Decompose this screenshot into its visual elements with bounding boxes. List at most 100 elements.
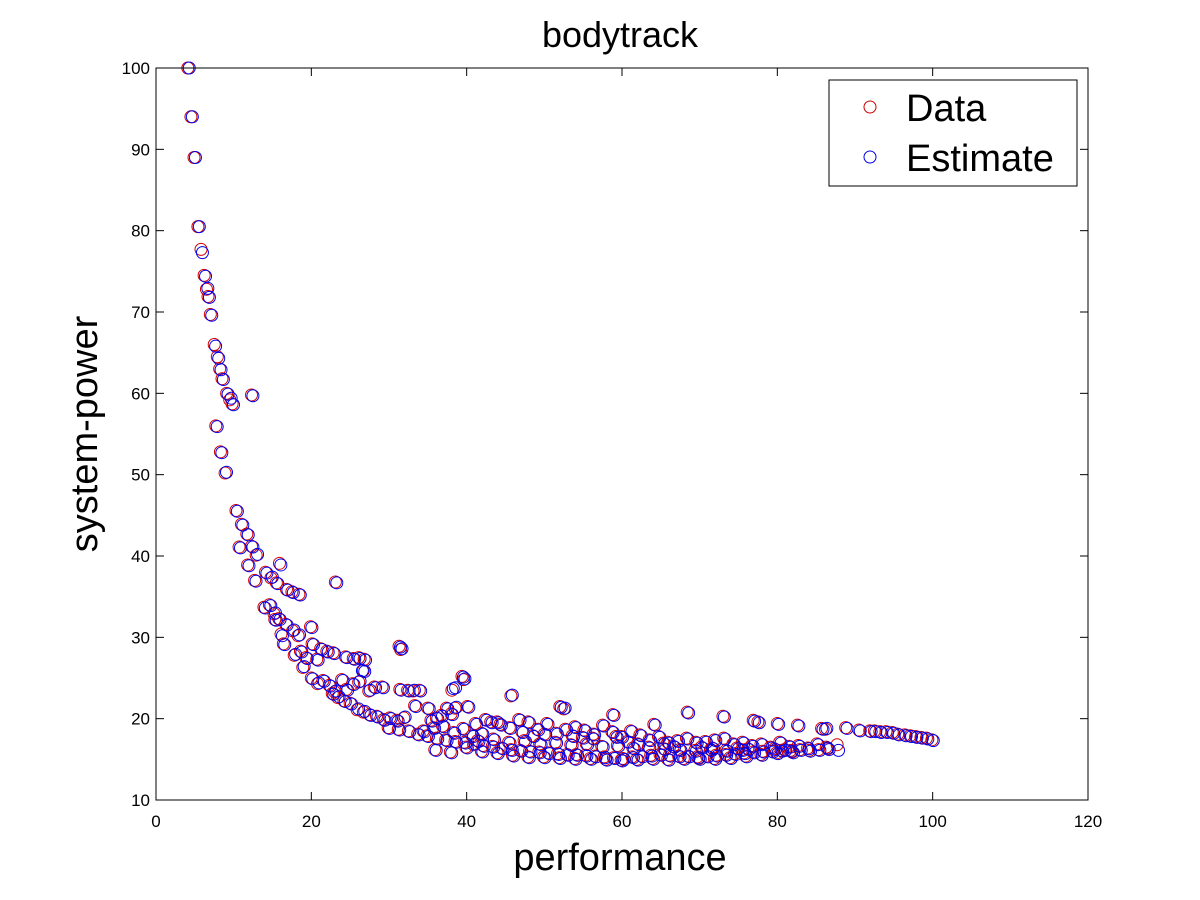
point-estimate: [214, 363, 228, 377]
x-axis-label: performance: [513, 837, 726, 879]
point-data: [504, 743, 518, 757]
point-estimate: [242, 559, 256, 573]
point-estimate: [541, 717, 555, 731]
point-data: [707, 733, 721, 747]
point-data: [320, 644, 334, 658]
point-estimate: [456, 670, 470, 684]
point-data: [577, 723, 591, 737]
point-data: [609, 730, 623, 744]
point-estimate: [275, 629, 289, 643]
point-estimate: [631, 753, 645, 767]
point-data: [218, 466, 232, 480]
x-tick-label: 80: [768, 812, 787, 831]
point-estimate: [752, 716, 766, 730]
point-data: [557, 702, 571, 716]
point-data: [393, 682, 407, 696]
point-estimate: [718, 732, 732, 746]
point-data: [207, 338, 221, 352]
point-estimate: [658, 743, 672, 757]
point-estimate: [315, 643, 329, 657]
point-estimate: [391, 714, 405, 728]
chart-title: bodytrack: [542, 14, 699, 55]
point-estimate: [658, 737, 672, 751]
point-estimate: [188, 150, 202, 164]
point-estimate: [297, 660, 311, 674]
point-data: [898, 728, 912, 742]
point-estimate: [280, 618, 294, 632]
point-estimate: [706, 742, 720, 756]
point-estimate: [249, 574, 263, 588]
point-estimate: [435, 709, 449, 723]
point-estimate: [597, 719, 611, 733]
legend: Data Estimate: [828, 79, 1078, 187]
point-estimate: [705, 743, 719, 757]
point-estimate: [567, 730, 581, 744]
point-estimate: [418, 725, 432, 739]
point-estimate: [445, 746, 459, 760]
point-estimate: [887, 726, 901, 740]
point-estimate: [246, 389, 260, 403]
point-estimate: [226, 398, 240, 412]
point-estimate: [220, 465, 233, 479]
point-estimate: [306, 638, 320, 652]
point-data: [540, 717, 554, 731]
point-estimate: [209, 339, 223, 353]
y-tick-label: 90: [131, 140, 150, 159]
point-estimate: [286, 586, 300, 600]
y-tick-label: 100: [122, 59, 150, 78]
y-axis-ticks: 10 20 30 40 50 60 70 80 90 100: [122, 59, 1088, 810]
point-estimate: [472, 734, 486, 748]
point-estimate: [678, 752, 692, 766]
point-estimate: [538, 751, 552, 765]
point-estimate: [205, 308, 219, 322]
point-estimate: [330, 576, 344, 590]
point-estimate: [507, 749, 521, 763]
point-estimate: [462, 700, 476, 714]
point-data: [676, 752, 690, 766]
point-estimate: [524, 745, 538, 759]
y-tick-label: 40: [131, 547, 150, 566]
point-estimate: [394, 683, 408, 697]
point-estimate: [569, 721, 583, 735]
point-data: [885, 725, 899, 739]
point-data: [490, 715, 504, 729]
point-estimate: [729, 747, 743, 761]
point-estimate: [458, 672, 472, 686]
point-data: [680, 705, 694, 719]
point-data: [229, 503, 243, 517]
point-estimate: [607, 708, 621, 722]
point-data: [903, 729, 917, 743]
point-estimate: [376, 681, 390, 695]
point-estimate: [457, 722, 471, 736]
point-estimate: [393, 640, 407, 654]
point-estimate: [647, 752, 661, 766]
point-estimate: [561, 748, 575, 762]
point-data: [723, 751, 737, 765]
point-estimate: [742, 743, 756, 757]
point-estimate: [720, 744, 734, 758]
y-tick-label: 30: [131, 628, 150, 647]
point-data: [679, 731, 693, 745]
point-estimate: [407, 683, 421, 697]
point-data: [328, 575, 342, 589]
point-estimate: [449, 735, 463, 749]
point-data: [891, 727, 905, 741]
point-estimate: [398, 710, 412, 724]
point-estimate: [384, 712, 398, 726]
point-data: [597, 750, 611, 764]
x-tick-label: 0: [151, 812, 160, 831]
point-data: [199, 282, 213, 296]
point-estimate: [448, 726, 462, 740]
y-tick-label: 10: [131, 791, 150, 810]
point-estimate: [369, 681, 383, 695]
point-estimate: [505, 743, 519, 757]
point-data: [553, 699, 567, 713]
point-estimate: [543, 747, 557, 761]
point-estimate: [274, 558, 288, 572]
point-estimate: [560, 723, 574, 737]
point-estimate: [221, 387, 235, 401]
point-estimate: [648, 718, 662, 732]
point-data: [770, 717, 784, 731]
point-data: [548, 735, 562, 749]
point-data: [552, 751, 566, 765]
